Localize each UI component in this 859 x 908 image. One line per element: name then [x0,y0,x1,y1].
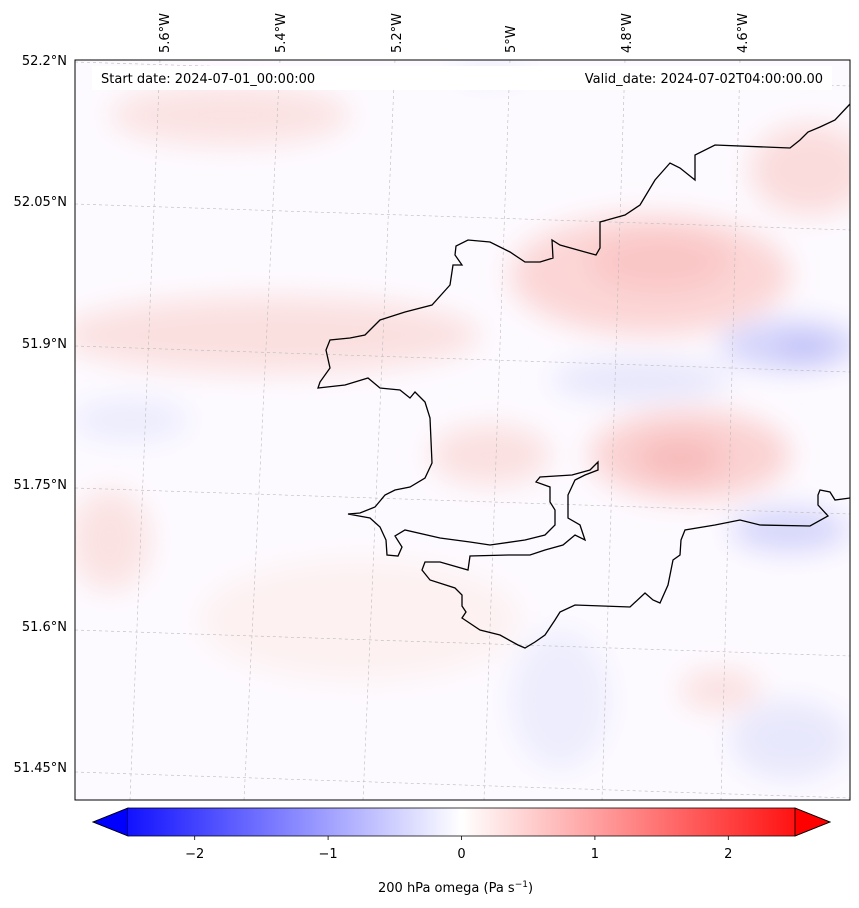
lat-label: 52.05°N [14,195,67,210]
lat-label: 51.9°N [22,337,67,352]
colorbar-tick-label: 2 [724,847,732,862]
lon-label: 4.6°W [736,13,751,53]
omega-positive-blob [680,670,760,710]
colorbar-ticks: −2 −1 0 1 2 [185,836,732,862]
colorbar-gradient [128,808,795,836]
omega-positive-blob [75,490,150,590]
lat-label: 52.2°N [22,54,67,69]
lat-label: 51.75°N [14,478,67,493]
colorbar-tick-label: 1 [591,847,599,862]
omega-negative-blob [550,360,730,400]
longitude-labels: 5.6°W 5.4°W 5.2°W 5°W 4.8°W 4.6°W [158,13,751,53]
omega-positive-blob [110,85,350,145]
start-date-label: Start date: 2024-07-01_00:00:00 [101,72,315,87]
colorbar-low-extend [91,807,129,837]
colorbar-tick-label: −2 [185,847,204,862]
lat-label: 51.45°N [14,761,67,776]
omega-negative-blob [75,398,190,442]
coastline [317,103,850,649]
lon-label: 5°W [504,25,519,53]
lon-label: 4.8°W [620,13,635,53]
map-panel: Start date: 2024-07-01_00:00:00 Valid_da… [74,59,851,801]
omega-positive-blob [200,560,520,680]
omega-negative-blob [775,336,835,360]
omega-negative-blob [730,700,850,780]
colorbar-tick-label: 0 [457,847,465,862]
header-box [92,66,832,90]
omega-positive-blob [75,297,480,373]
omega-positive-blob [590,232,730,292]
colorbar-tick-label: −1 [319,847,338,862]
lon-label: 5.4°W [274,13,289,53]
omega-negative-blob [730,508,850,552]
valid-date-label: Valid_date: 2024-07-02T04:00:00.00 [585,72,823,87]
lon-label: 5.6°W [158,13,173,53]
colorbar-outline [91,807,832,837]
lat-label: 51.6°N [22,620,67,635]
latitude-labels: 52.2°N 52.05°N 51.9°N 51.75°N 51.6°N 51.… [14,54,67,776]
colorbar: −2 −1 0 1 2 200 hPa omega (Pa s−1) [91,807,832,896]
omega-field [75,60,850,800]
map-frame [74,59,851,801]
lon-label: 5.2°W [390,13,405,53]
omega-positive-blob [635,436,725,480]
omega-negative-blob [510,630,610,770]
colorbar-high-extend [794,807,832,837]
omega-positive-blob [430,425,550,485]
colorbar-label: 200 hPa omega (Pa s−1) [378,880,533,896]
